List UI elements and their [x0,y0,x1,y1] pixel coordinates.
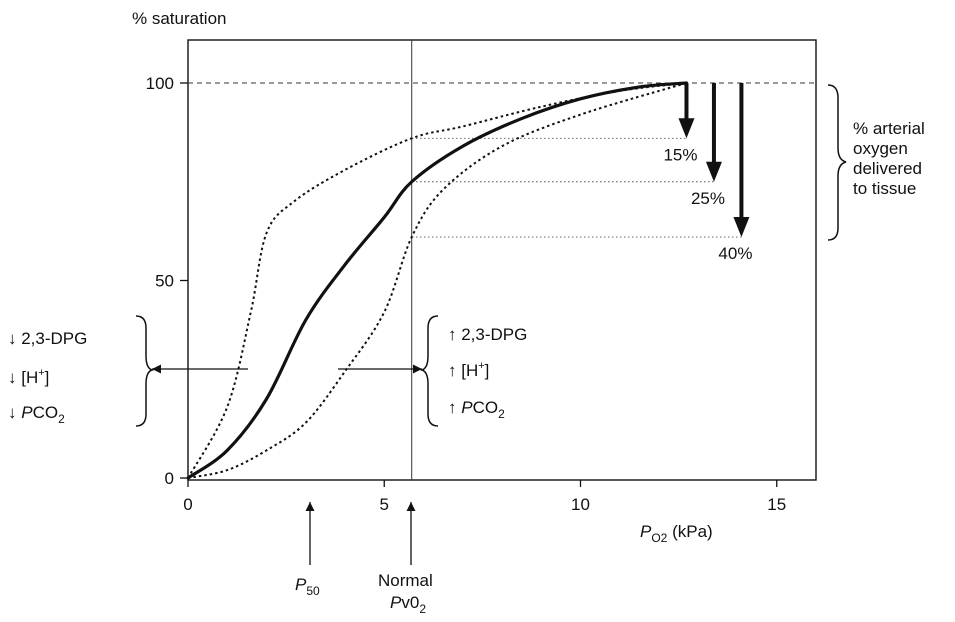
right-shifted-curve [187,82,687,479]
axis-ticks: 0 5 10 15 0 50 100 [146,74,787,514]
delivery-arrow-head [678,118,695,139]
delivery-percent-label: 15% [663,145,697,164]
pvo2-label: Pv02 [390,593,426,616]
right-factor-h: ↑ [H+] [448,360,489,380]
x-axis-label: PO2 (kPa) [640,522,713,545]
y-tick-label: 50 [155,272,174,291]
right-brace [419,315,439,427]
x-tick-label: 0 [183,495,192,514]
delivered-brace [827,84,847,241]
left-shifted-curve [187,82,687,479]
p50-label: P50 [295,575,320,598]
delivery-percent-label: 25% [691,189,725,208]
delivery-arrow-head [705,161,722,182]
right-factor-dpg: ↑ 2,3-DPG [448,325,527,344]
delivery-arrow-head [733,217,750,238]
delivery-guide-lines [412,137,742,238]
plot-frame [187,39,817,481]
x-tick-label: 10 [571,495,590,514]
normal-curve [186,81,689,480]
left-brace [135,315,155,427]
left-factor-h: ↓ [H+] [8,367,49,387]
left-shift-factors: ↓ 2,3-DPG ↓ [H+] ↓ PCO2 [8,315,155,427]
y-axis-label: % saturation [132,9,227,28]
delivery-percent-label: 40% [718,244,752,263]
x-tick-label: 15 [767,495,786,514]
y-tick-label: 0 [165,469,174,488]
left-factor-dpg: ↓ 2,3-DPG [8,329,87,348]
dissociation-curves [186,81,689,480]
delivery-arrows: 15% 25% 40% [663,83,752,263]
arterial-oxygen-delivered-label: % arterial oxygen delivered to tissue [853,119,925,198]
right-shift-factors: ↑ 2,3-DPG ↑ [H+] ↑ PCO2 [419,315,527,427]
x-tick-label: 5 [380,495,389,514]
y-tick-label: 100 [146,74,174,93]
normal-label: Normal [378,571,433,590]
left-factor-pco2: ↓ PCO2 [8,403,65,426]
right-factor-pco2: ↑ PCO2 [448,398,505,421]
